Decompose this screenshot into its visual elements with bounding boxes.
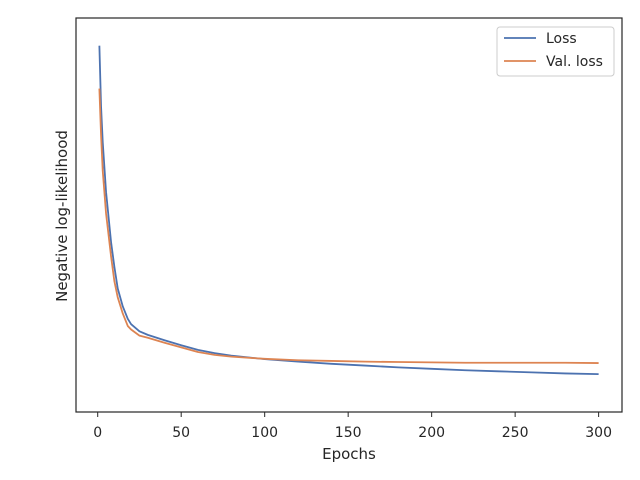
legend-box: [496, 26, 615, 77]
legend: Loss Val. loss: [496, 26, 615, 77]
series-line-loss: [98, 45, 599, 376]
plot-frame: [75, 17, 623, 413]
series-layer: [98, 45, 599, 376]
x-tick-label: 200: [418, 425, 445, 441]
x-axis-label: Epochs: [322, 445, 376, 463]
x-tick-label: 0: [93, 425, 102, 441]
x-tick-label: 250: [502, 425, 529, 441]
series-line-val-loss: [98, 88, 599, 364]
y-axis-label: Negative log-likelihood: [53, 130, 71, 302]
x-tick-label: 300: [585, 425, 612, 441]
x-axis-ticks: 0 50 100 150 200 250 300: [93, 412, 612, 441]
x-tick-label: 100: [251, 425, 278, 441]
x-tick-label: 50: [172, 425, 190, 441]
legend-label-val-loss: Val. loss: [546, 54, 603, 70]
x-tick-label: 150: [335, 425, 362, 441]
legend-label-loss: Loss: [546, 31, 577, 47]
